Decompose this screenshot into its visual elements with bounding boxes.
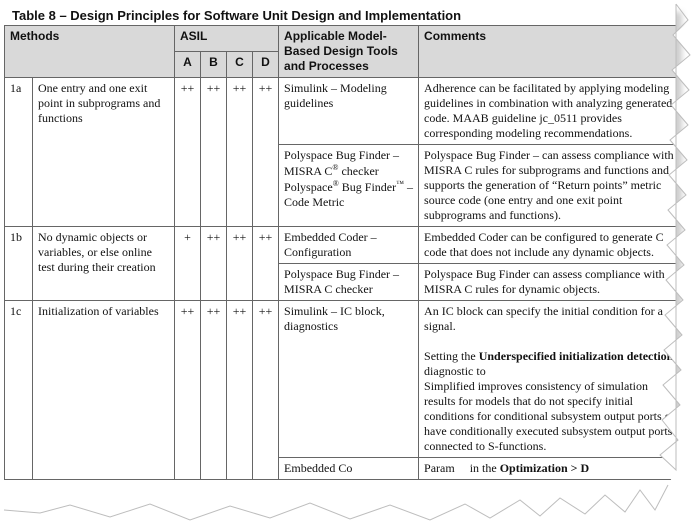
text: Polyspace bbox=[284, 180, 333, 194]
text: diagnostic to bbox=[424, 364, 486, 378]
text: Polyspace Bug Finder – bbox=[284, 148, 399, 162]
text: An IC block can specify the initial cond… bbox=[424, 304, 663, 333]
cell-tool: Embedded Coder – Configuration bbox=[279, 227, 419, 264]
cell-id: 1c bbox=[5, 301, 33, 480]
cell-comment: Adherence can be facilitated by applying… bbox=[419, 78, 676, 145]
cell-asil-c: ++ bbox=[227, 301, 253, 480]
text: in the bbox=[470, 461, 500, 475]
cell-asil-b: ++ bbox=[201, 301, 227, 480]
cell-comment: Polyspace Bug Finder can assess complian… bbox=[419, 264, 676, 301]
text: Param bbox=[424, 461, 455, 475]
text: Bug Finder bbox=[339, 180, 396, 194]
col-comments: Comments bbox=[419, 26, 676, 78]
page-root: Table 8 – Design Principles for Software… bbox=[0, 0, 691, 526]
table-caption: Table 8 – Design Principles for Software… bbox=[4, 4, 676, 25]
cell-method: No dynamic objects or variables, or else… bbox=[33, 227, 175, 301]
cell-asil-b: ++ bbox=[201, 227, 227, 301]
cell-comment: Polyspace Bug Finder – can assess compli… bbox=[419, 145, 676, 227]
cell-tool: Simulink – IC block, diagnostics bbox=[279, 301, 419, 458]
text-bold: Optimization > D bbox=[500, 461, 590, 475]
cell-tool: Polyspace Bug Finder – MISRA C® checker … bbox=[279, 145, 419, 227]
cell-comment: An IC block can specify the initial cond… bbox=[419, 301, 676, 458]
trademark-icon: ™ bbox=[396, 179, 404, 188]
table-row: 1b No dynamic objects or variables, or e… bbox=[5, 227, 677, 264]
cell-asil-a: + bbox=[175, 227, 201, 301]
cell-asil-c: ++ bbox=[227, 78, 253, 227]
table-header: Methods ASIL Applicable Model-Based Desi… bbox=[5, 26, 677, 78]
design-principles-table: Methods ASIL Applicable Model-Based Desi… bbox=[4, 25, 676, 480]
cell-asil-d: ++ bbox=[253, 227, 279, 301]
cell-asil-c: ++ bbox=[227, 227, 253, 301]
cell-id: 1b bbox=[5, 227, 33, 301]
col-asil-d: D bbox=[253, 52, 279, 78]
col-asil-b: B bbox=[201, 52, 227, 78]
cell-method: One entry and one exit point in subprogr… bbox=[33, 78, 175, 227]
cell-asil-b: ++ bbox=[201, 78, 227, 227]
document-sheet: Table 8 – Design Principles for Software… bbox=[4, 4, 676, 524]
col-methods: Methods bbox=[5, 26, 175, 78]
cell-tool: Embedded Co bbox=[279, 458, 419, 480]
col-asil-c: C bbox=[227, 52, 253, 78]
cell-method: Initialization of variables bbox=[33, 301, 175, 480]
cell-tool: Simulink – Modeling guidelines bbox=[279, 78, 419, 145]
table-row: 1c Initialization of variables ++ ++ ++ … bbox=[5, 301, 677, 458]
col-asil: ASIL bbox=[175, 26, 279, 52]
text: checker bbox=[338, 164, 378, 178]
cell-asil-d: ++ bbox=[253, 78, 279, 227]
table-row: 1a One entry and one exit point in subpr… bbox=[5, 78, 677, 145]
cell-tool: Polyspace Bug Finder – MISRA C checker bbox=[279, 264, 419, 301]
text: MISRA C bbox=[284, 164, 332, 178]
text-bold: Underspecified initialization detection bbox=[479, 349, 674, 363]
col-asil-a: A bbox=[175, 52, 201, 78]
cell-asil-a: ++ bbox=[175, 78, 201, 227]
cell-comment: Param in the Optimization > D bbox=[419, 458, 676, 480]
cell-comment: Embedded Coder can be configured to gene… bbox=[419, 227, 676, 264]
text: Simplified improves consistency of simul… bbox=[424, 379, 675, 453]
cell-asil-a: ++ bbox=[175, 301, 201, 480]
cell-id: 1a bbox=[5, 78, 33, 227]
text: Setting the bbox=[424, 349, 479, 363]
cell-asil-d: ++ bbox=[253, 301, 279, 480]
col-tools: Applicable Model-Based Design Tools and … bbox=[279, 26, 419, 78]
